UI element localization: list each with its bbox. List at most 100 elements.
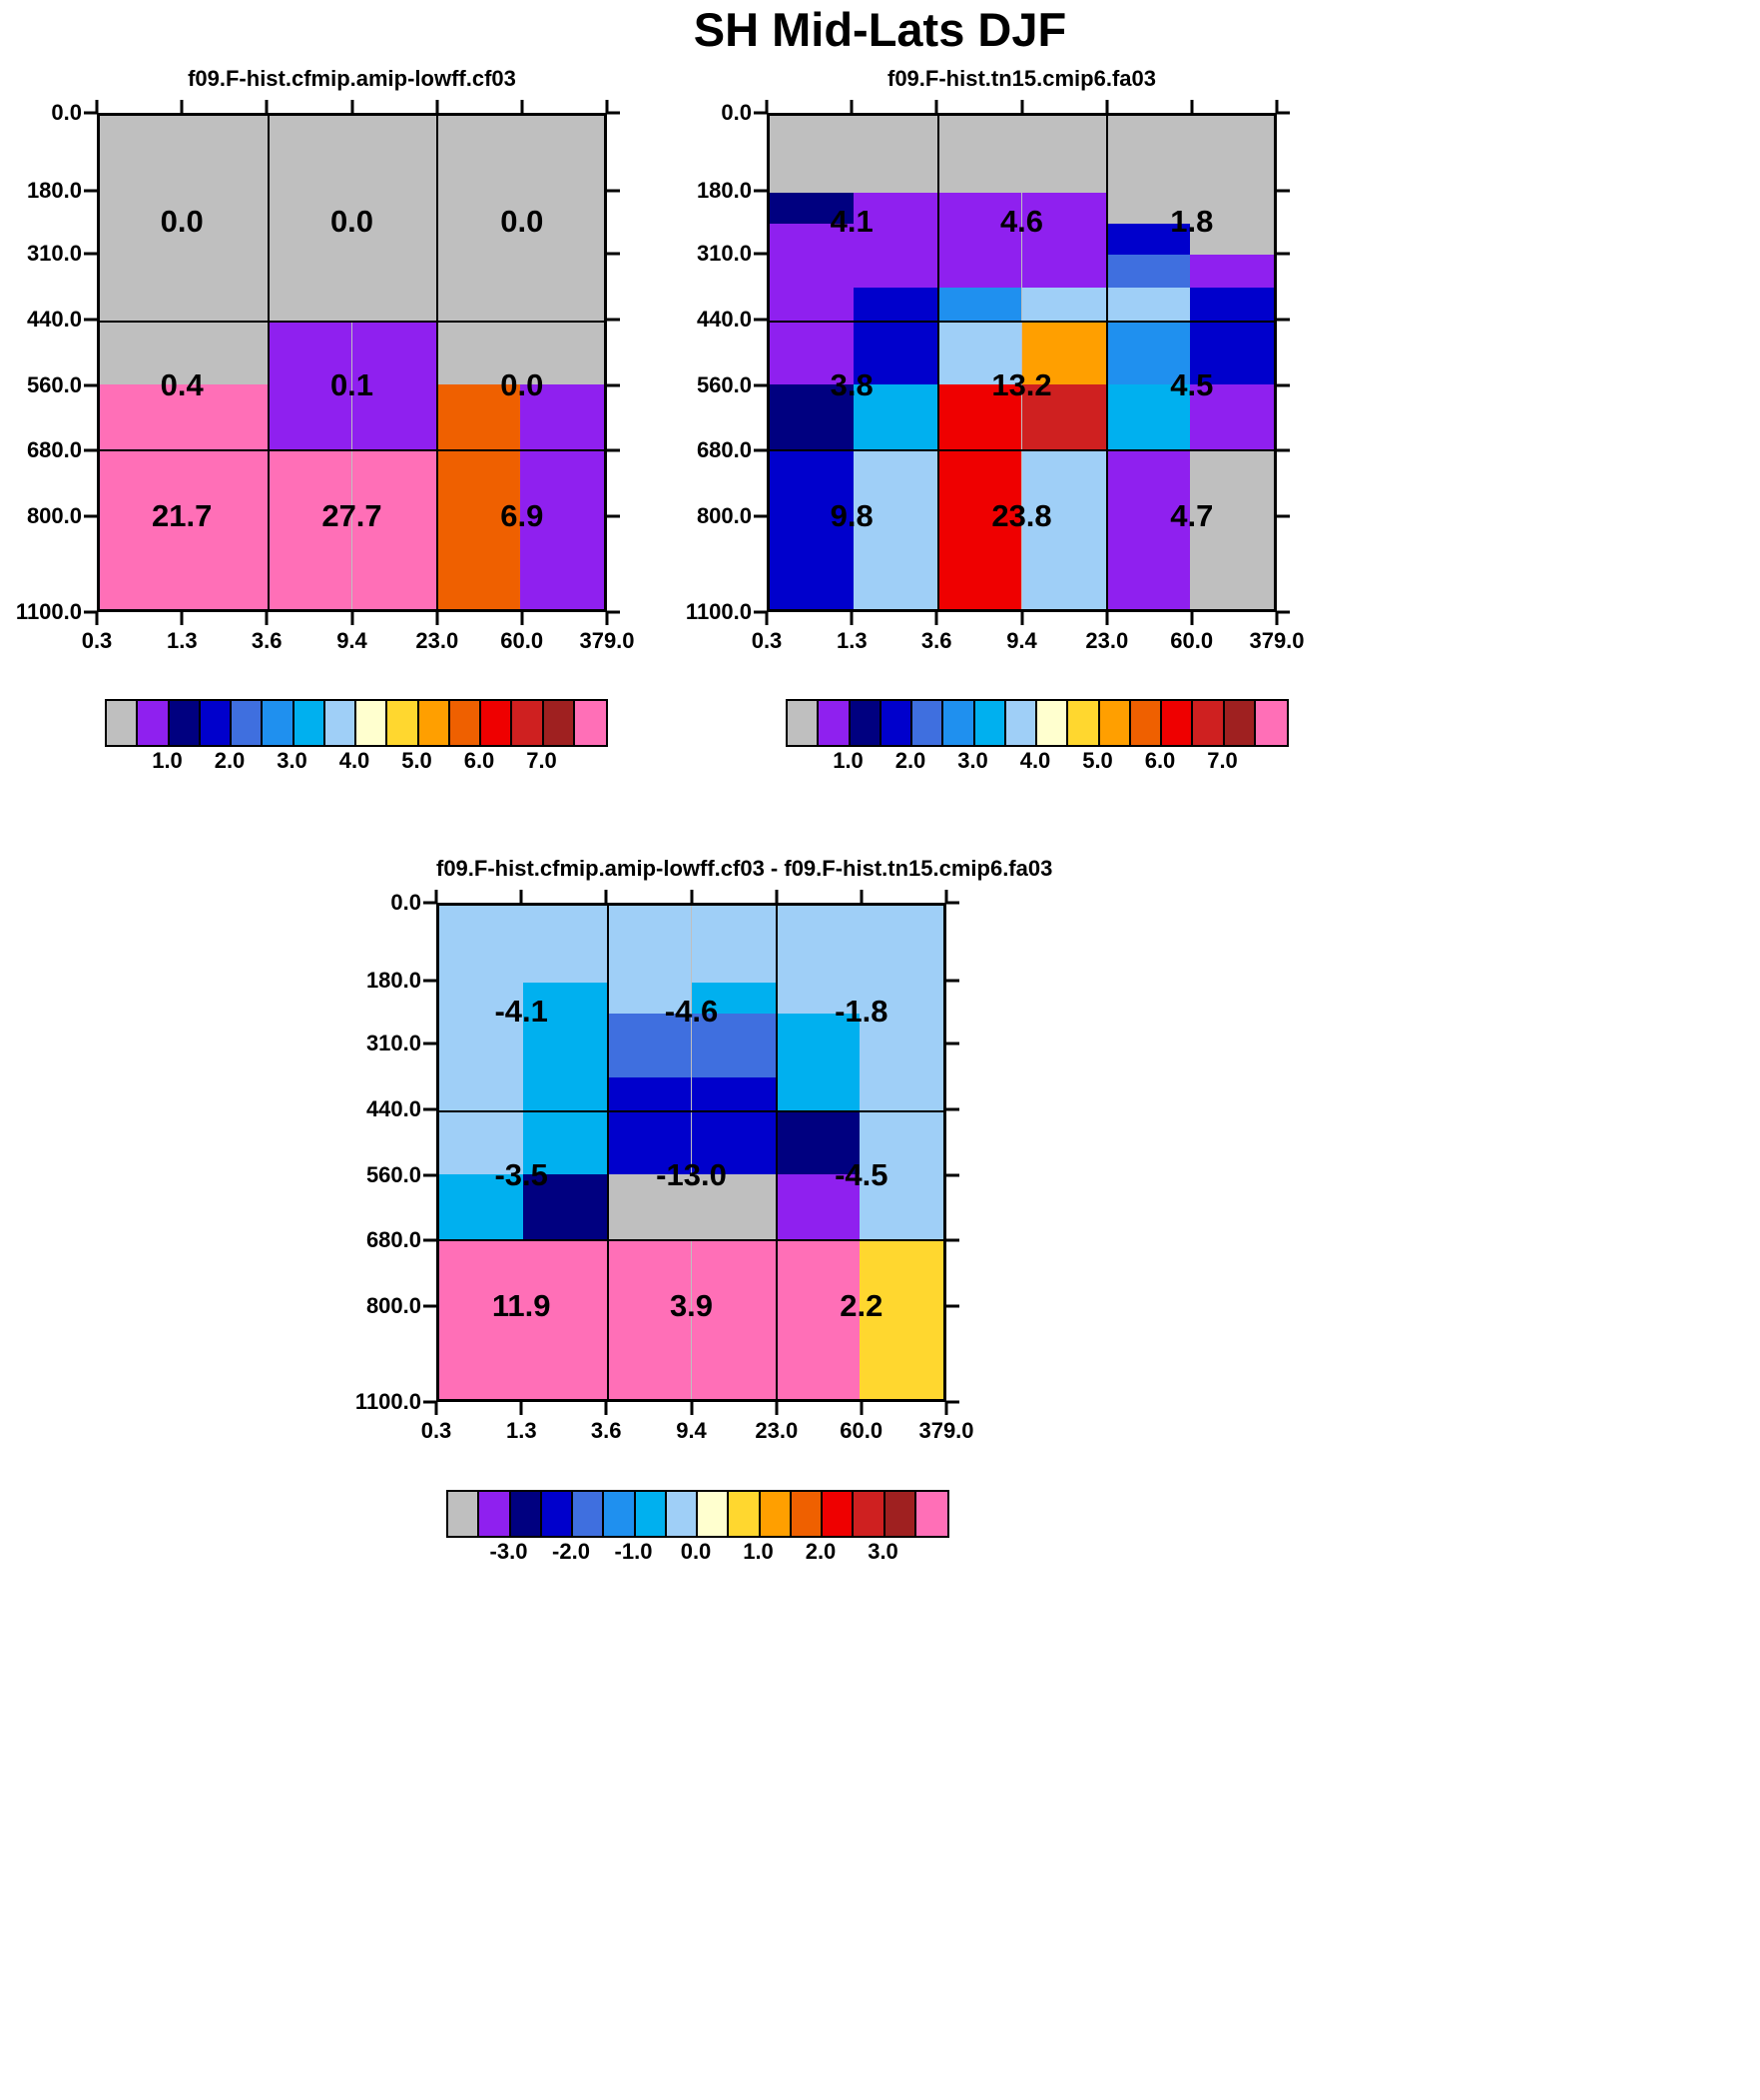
y-axis-tick-mark-right: [945, 979, 959, 982]
cell-value-label: 1.8: [1170, 204, 1214, 240]
x-axis-tick-mark-top: [1190, 100, 1194, 114]
heatmap-cell: [770, 448, 855, 609]
y-axis-tick-label: 0.0: [51, 100, 82, 125]
heatmap-cell: [523, 1174, 608, 1239]
heatmap-cell: [435, 448, 520, 609]
colorbar-swatch: [573, 1492, 605, 1536]
heatmap-cell: [775, 1045, 860, 1077]
colorbar-swatch: [387, 701, 419, 745]
heatmap-cell: [607, 906, 692, 945]
heatmap-cell: [1021, 320, 1106, 385]
colorbar-swatch: [1193, 701, 1225, 745]
y-axis-tick-mark-right: [606, 514, 620, 518]
heatmap-cell: [351, 223, 436, 256]
y-axis-tick-mark: [754, 514, 768, 518]
x-axis-tick-label: 60.0: [1170, 628, 1214, 653]
x-axis-tick-mark-top: [604, 890, 608, 904]
colorbar-swatch: [169, 701, 201, 745]
cell-value-label: -4.6: [664, 994, 719, 1030]
x-axis-tick-label: 1.3: [506, 1418, 537, 1443]
y-axis-tick-mark-right: [1276, 448, 1290, 452]
y-axis-tick-label: 680.0: [696, 437, 752, 462]
y-axis-tick-label: 1100.0: [685, 599, 752, 624]
x-axis-tick-mark-top: [180, 100, 184, 114]
heatmap-cell: [100, 116, 185, 155]
heatmap-cell: [854, 320, 938, 385]
y-axis-tick-mark: [423, 901, 437, 905]
y-axis-tick-mark-right: [1276, 189, 1290, 192]
heatmap-cell: [523, 906, 608, 945]
heatmap-cell: [351, 320, 436, 385]
y-axis-tick-mark: [754, 252, 768, 256]
colorbar-swatch: [974, 701, 1006, 745]
y-axis-tick-mark: [754, 111, 768, 115]
y-axis-tick-mark-right: [945, 1304, 959, 1308]
y-axis-tick-mark: [84, 111, 98, 115]
colorbar-swatch: [232, 701, 264, 745]
heatmap-cell: [1189, 255, 1274, 288]
heatmap-cell: [100, 154, 185, 193]
heatmap-cell: [937, 384, 1022, 449]
panel-model-b-plot-area: [767, 113, 1277, 612]
y-axis-tick-mark-right: [945, 1042, 959, 1046]
colorbar-swatch: [138, 701, 170, 745]
y-axis-tick-mark-right: [945, 901, 959, 905]
colorbar-swatch: [1037, 701, 1069, 745]
colorbar-swatch: [107, 701, 139, 745]
y-axis-tick-label: 180.0: [26, 177, 82, 203]
x-axis-tick-mark: [934, 611, 938, 625]
heatmap-cell: [439, 982, 524, 1014]
heatmap-cell: [775, 1238, 860, 1399]
cell-value-label: 9.8: [830, 498, 874, 533]
heatmap-cell: [184, 192, 269, 224]
panel-model-a-title: f09.F-hist.cfmip.amip-lowff.cf03: [188, 66, 516, 91]
colorbar-swatch: [1224, 701, 1256, 745]
cell-value-label: 0.0: [329, 204, 374, 240]
heatmap-cell: [184, 154, 269, 193]
x-axis-tick-label: 0.3: [751, 628, 783, 653]
y-axis-tick-mark: [423, 1400, 437, 1404]
heatmap-cell: [1105, 320, 1190, 385]
colorbar-tick-label: 0.0: [680, 1539, 712, 1564]
colorbar-tick-label: -2.0: [552, 1539, 590, 1564]
cell-value-label: 13.2: [991, 366, 1052, 402]
heatmap-cell: [1105, 154, 1190, 193]
colorbar-swatch: [448, 1492, 480, 1536]
heatmap-cell: [523, 1045, 608, 1077]
y-axis-tick-label: 1100.0: [15, 599, 82, 624]
colorbar-swatch: [543, 701, 575, 745]
cell-value-label: 4.5: [1170, 366, 1214, 402]
colorbar-swatch: [541, 1492, 573, 1536]
x-axis-tick-label: 0.3: [420, 1418, 452, 1443]
y-axis-tick-mark: [754, 383, 768, 386]
heatmap-cell: [184, 223, 269, 256]
x-axis-tick-mark: [944, 1401, 948, 1415]
heatmap-cell: [770, 287, 855, 321]
heatmap-cell: [519, 448, 604, 609]
heatmap-cell: [937, 223, 1022, 256]
x-axis-tick-label: 9.4: [676, 1418, 707, 1443]
heatmap-cell: [1189, 223, 1274, 256]
heatmap-cell: [519, 384, 604, 449]
y-axis-tick-mark: [84, 448, 98, 452]
colorbar-swatch: [574, 701, 606, 745]
colorbar-swatch: [512, 701, 544, 745]
cell-value-label: 21.7: [152, 498, 213, 533]
heatmap-cell: [435, 154, 520, 193]
heatmap-cell: [100, 320, 185, 385]
heatmap-cell: [435, 287, 520, 321]
cell-value-label: -4.5: [835, 1156, 888, 1192]
y-axis-tick-mark: [84, 514, 98, 518]
x-axis-tick-mark: [605, 611, 609, 625]
y-axis-tick-mark: [84, 318, 98, 322]
heatmap-cell: [1105, 384, 1190, 449]
colorbar-tick-label: 4.0: [338, 748, 370, 773]
heatmap-cell: [859, 1238, 943, 1399]
x-axis-tick-label: 3.6: [920, 628, 952, 653]
colorbar-tick-label: 6.0: [1144, 748, 1176, 773]
figure-title: SH Mid-Lats DJF: [693, 3, 1067, 56]
heatmap-cell: [691, 1013, 776, 1046]
heatmap-cell: [435, 320, 520, 385]
colorbar-tick-label: 5.0: [401, 748, 432, 773]
